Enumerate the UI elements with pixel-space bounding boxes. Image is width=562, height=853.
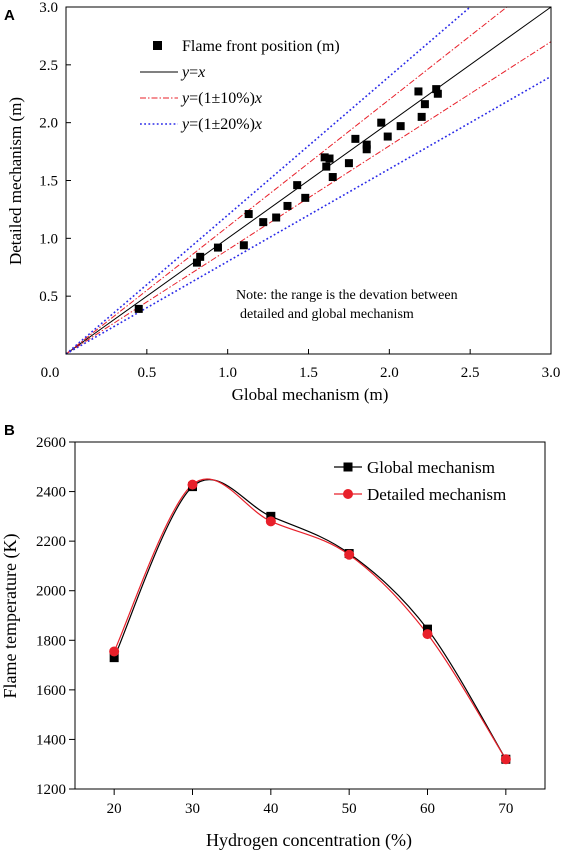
x-tick-label: 2.0 bbox=[380, 365, 399, 381]
reference-line-slope-1 bbox=[65, 6, 552, 355]
x-tick-label: 20 bbox=[107, 801, 122, 817]
legend-label-ten-percent: y=(1±10%)x bbox=[180, 90, 262, 107]
data-point bbox=[239, 241, 248, 250]
detailed-mechanism-point bbox=[265, 516, 276, 527]
y-tick-label: 2200 bbox=[36, 534, 66, 550]
legend-label-detailed: Detailed mechanism bbox=[367, 485, 506, 504]
data-point bbox=[383, 132, 392, 141]
panel-a-data-points bbox=[134, 85, 442, 313]
data-point bbox=[192, 258, 201, 267]
reference-line-slope-1-1 bbox=[65, 6, 508, 355]
data-point bbox=[213, 243, 222, 252]
data-point bbox=[362, 145, 371, 154]
x-tick-label: 30 bbox=[185, 801, 200, 817]
data-point bbox=[301, 193, 310, 202]
data-point bbox=[420, 100, 429, 109]
y-tick-label: 2.0 bbox=[39, 116, 58, 132]
panel-b-x-axis-label: Hydrogen concentration (%) bbox=[206, 830, 412, 851]
data-point bbox=[322, 162, 331, 171]
panel-a: A 0.0 0.5 1.0 1.5 2.0 2.5 3.0 0.5 1.0 1.5 2.0 2.5 3… bbox=[4, 0, 560, 404]
data-point bbox=[396, 122, 405, 131]
data-point bbox=[272, 213, 281, 222]
x-tick-label: 0.5 bbox=[137, 365, 156, 381]
legend-label-twenty-percent: y=(1±20%)x bbox=[180, 116, 262, 133]
y-tick-label: 3.0 bbox=[39, 0, 58, 16]
y-tick-label: 0.5 bbox=[39, 289, 58, 305]
data-point bbox=[244, 210, 253, 219]
x-tick-label: 1.5 bbox=[299, 365, 318, 381]
data-point bbox=[134, 304, 143, 313]
panel-b: B 20 30 40 50 60 70 1200 1400 1600 1800 2000 2200 2… bbox=[0, 422, 546, 851]
panel-a-label: A bbox=[4, 7, 15, 24]
detailed-mechanism-point bbox=[109, 646, 120, 657]
series-line-detailed bbox=[113, 478, 507, 760]
x-tick-label: 0.0 bbox=[41, 365, 60, 381]
panel-b-legend: Global mechanism Detailed mechanism bbox=[334, 458, 506, 504]
panel-a-x-axis-label: Global mechanism (m) bbox=[232, 385, 389, 404]
panel-b-plot-frame bbox=[74, 441, 546, 790]
x-tick-label: 1.0 bbox=[218, 365, 237, 381]
data-point bbox=[344, 159, 353, 168]
series-line-global bbox=[113, 479, 507, 760]
legend-label-identity: y=x bbox=[180, 64, 205, 81]
reference-line-slope-0-8 bbox=[65, 75, 552, 355]
y-tick-label: 1800 bbox=[36, 633, 66, 649]
panel-b-y-axis-label: Flame temperature (K) bbox=[0, 534, 21, 699]
y-tick-label: 1200 bbox=[36, 782, 66, 798]
y-tick-label: 1.0 bbox=[39, 231, 58, 247]
panel-b-curves bbox=[113, 478, 507, 760]
data-point bbox=[377, 118, 386, 127]
legend-square-marker-global bbox=[343, 462, 353, 472]
legend-label-global: Global mechanism bbox=[367, 458, 495, 477]
legend-circle-marker-detailed bbox=[343, 489, 353, 499]
data-point bbox=[351, 134, 360, 143]
y-tick-label: 1600 bbox=[36, 683, 66, 699]
legend-label-flame-front: Flame front position (m) bbox=[182, 38, 340, 55]
x-tick-label: 50 bbox=[342, 801, 357, 817]
y-tick-label: 2400 bbox=[36, 485, 66, 501]
panel-a-y-axis-label: Detailed mechanism (m) bbox=[6, 97, 25, 265]
data-point bbox=[417, 112, 426, 121]
panel-b-y-axis-ticks: 1200 1400 1600 1800 2000 2200 2400 2600 bbox=[36, 435, 75, 798]
detailed-mechanism-point bbox=[187, 479, 198, 490]
y-tick-label: 2600 bbox=[36, 435, 66, 451]
legend-square-marker bbox=[153, 41, 162, 50]
detailed-mechanism-point bbox=[500, 754, 511, 765]
detailed-mechanism-point bbox=[344, 549, 355, 560]
y-tick-label: 1400 bbox=[36, 732, 66, 748]
data-point bbox=[325, 154, 334, 163]
y-tick-label: 2.5 bbox=[39, 58, 58, 74]
x-tick-label: 70 bbox=[498, 801, 513, 817]
data-point bbox=[362, 140, 371, 149]
data-point bbox=[283, 201, 292, 210]
data-point bbox=[433, 89, 442, 98]
x-tick-label: 40 bbox=[263, 801, 278, 817]
data-point bbox=[328, 173, 337, 182]
panel-a-note-line-1: Note: the range is the devation between bbox=[236, 288, 458, 303]
reference-line-slope-1-2 bbox=[65, 6, 471, 355]
x-tick-label: 3.0 bbox=[542, 365, 561, 381]
data-point bbox=[293, 181, 302, 190]
panel-b-label: B bbox=[4, 422, 15, 439]
data-point bbox=[320, 153, 329, 162]
x-tick-label: 60 bbox=[420, 801, 435, 817]
panel-b-x-axis-ticks: 20 30 40 50 60 70 bbox=[107, 789, 513, 817]
global-mechanism-point bbox=[109, 653, 119, 663]
panel-a-legend: Flame front position (m) y=x y=(1±10%)x … bbox=[140, 38, 340, 133]
data-point bbox=[414, 87, 423, 96]
x-tick-label: 2.5 bbox=[461, 365, 480, 381]
panel-b-markers bbox=[109, 479, 511, 765]
detailed-mechanism-point bbox=[422, 629, 433, 640]
y-tick-label: 1.5 bbox=[39, 174, 58, 190]
y-tick-label: 2000 bbox=[36, 584, 66, 600]
data-point bbox=[259, 218, 268, 227]
panel-a-y-axis-ticks: 0.5 1.0 1.5 2.0 2.5 3.0 bbox=[39, 0, 71, 305]
panel-a-note-line-2: detailed and global mechanism bbox=[240, 307, 414, 322]
panel-a-x-axis-ticks: 0.0 0.5 1.0 1.5 2.0 2.5 3.0 bbox=[41, 349, 561, 381]
data-point bbox=[432, 85, 441, 94]
data-point bbox=[196, 252, 205, 261]
